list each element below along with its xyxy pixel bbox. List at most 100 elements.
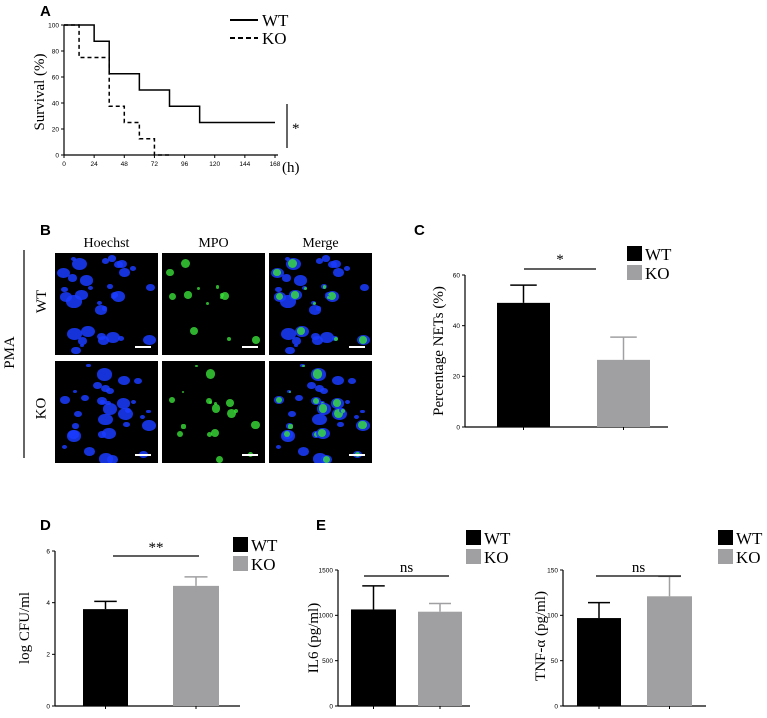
nucleus-spot <box>71 257 87 270</box>
nucleus-spot <box>96 396 108 406</box>
tnf-legend-swatch-wt <box>718 530 733 545</box>
nets-legend-swatch-wt <box>627 246 642 261</box>
nucleus-spot <box>281 274 292 282</box>
mpo-spot <box>197 287 201 291</box>
mpo-spot <box>180 258 190 268</box>
nucleus-spot <box>67 429 79 439</box>
mpo-spot <box>215 456 223 463</box>
nucleus-spot <box>57 267 70 278</box>
nucleus-spot <box>320 331 335 344</box>
mpo-spot <box>312 369 323 379</box>
nucleus-spot <box>143 334 156 346</box>
nucleus-spot <box>117 335 125 342</box>
panel-label-a: A <box>40 3 51 20</box>
mpo-spot <box>189 326 199 336</box>
micrograph-wt-merge <box>269 253 372 355</box>
nucleus-spot <box>319 387 329 394</box>
nucleus-spot <box>106 331 121 344</box>
nucleus-spot <box>106 284 113 290</box>
tnf-bar-wt <box>577 618 621 706</box>
il6-legend-label-wt: WT <box>484 529 511 548</box>
mpo-spot <box>291 291 299 299</box>
nucleus-spot <box>98 335 110 345</box>
il6-y-tick-label: 1500 <box>319 567 334 574</box>
survival-y-tick-label: 100 <box>48 22 59 29</box>
nucleus-spot <box>72 389 78 394</box>
tnf-bar-ko <box>647 596 692 706</box>
mpo-spot <box>304 287 308 291</box>
nucleus-spot <box>276 444 282 449</box>
mpo-spot <box>168 397 175 403</box>
panel-label-e: E <box>316 517 326 534</box>
nucleus-spot <box>118 268 130 277</box>
nets-y-tick-label: 20 <box>453 374 461 381</box>
tnf-y-label: TNF-α (pg/ml) <box>533 591 549 681</box>
scale-bar <box>242 346 258 348</box>
nucleus-spot <box>74 411 82 418</box>
nucleus-spot <box>133 377 142 385</box>
nucleus-spot <box>347 377 356 385</box>
survival-x-tick-label: 24 <box>91 161 99 168</box>
mpo-spot <box>184 291 192 299</box>
col-head-hoechst: Hoechst <box>83 236 130 251</box>
mpo-spot <box>214 402 218 406</box>
survival-chart: Survival (%) (h) 0 24 48 72 96 120 144 168 0 20 40… <box>32 11 300 176</box>
nucleus-spot <box>106 455 119 463</box>
nucleus-spot <box>116 398 130 409</box>
cfu-legend-swatch-wt <box>233 537 248 552</box>
nucleus-spot <box>142 419 156 431</box>
mpo-spot <box>205 369 216 379</box>
nucleus-spot <box>275 286 282 293</box>
survival-y-tick-label: 80 <box>52 48 60 55</box>
mpo-spot <box>226 336 231 341</box>
panel-label-b: B <box>40 222 51 239</box>
row-label-ko: KO <box>33 397 50 420</box>
nucleus-spot <box>96 368 113 381</box>
survival-sig-mark: * <box>292 121 300 137</box>
nucleus-spot <box>112 291 126 302</box>
cfu-legend-label-ko: KO <box>251 555 276 574</box>
nets-y-tick-label: 40 <box>453 323 461 330</box>
col-head-merge: Merge <box>302 236 339 251</box>
row-label-wt: WT <box>34 289 51 314</box>
mpo-spot <box>275 293 283 301</box>
nucleus-spot <box>102 427 116 439</box>
tnf-legend-swatch-ko <box>718 549 733 564</box>
mpo-spot <box>332 399 341 407</box>
nets-bar-wt <box>497 302 550 427</box>
cfu-bar-ko <box>173 585 219 706</box>
tnf-sig-mark: ns <box>632 560 646 576</box>
nucleus-spot <box>280 328 296 341</box>
survival-y-label: Survival (%) <box>32 53 48 130</box>
mpo-spot <box>288 424 293 429</box>
mpo-spot <box>181 390 185 394</box>
mpo-spot <box>288 390 292 394</box>
il6-y-tick-label: 1000 <box>319 613 334 620</box>
cfu-y-tick-label: 2 <box>46 652 50 659</box>
il6-legend-label-ko: KO <box>484 548 509 567</box>
nucleus-spot <box>77 336 88 345</box>
nucleus-spot <box>86 363 92 368</box>
nucleus-spot <box>80 275 93 286</box>
nets-y-tick-label: 0 <box>456 424 460 431</box>
survival-x-tick-label: 0 <box>62 161 66 168</box>
nucleus-spot <box>81 394 90 401</box>
survival-x-tick-label: 144 <box>239 161 250 168</box>
nucleus-spot <box>360 409 365 414</box>
legend-wt-label: WT <box>262 11 289 30</box>
cfu-legend-label-wt: WT <box>251 536 278 555</box>
survival-y-tick-label: 20 <box>52 126 60 133</box>
nucleus-spot <box>288 411 296 418</box>
nucleus-spot <box>353 414 359 419</box>
tnf-y-tick-label: 0 <box>554 703 558 710</box>
il6-sig-mark: ns <box>400 560 414 576</box>
cfu-bar-wt <box>83 609 128 706</box>
survival-y-tick-label: 0 <box>55 152 59 159</box>
nucleus-spot <box>84 447 96 457</box>
nucleus-spot <box>131 400 137 405</box>
nucleus-spot <box>94 305 107 315</box>
nucleus-spot <box>107 255 116 262</box>
mpo-spot <box>176 430 184 438</box>
